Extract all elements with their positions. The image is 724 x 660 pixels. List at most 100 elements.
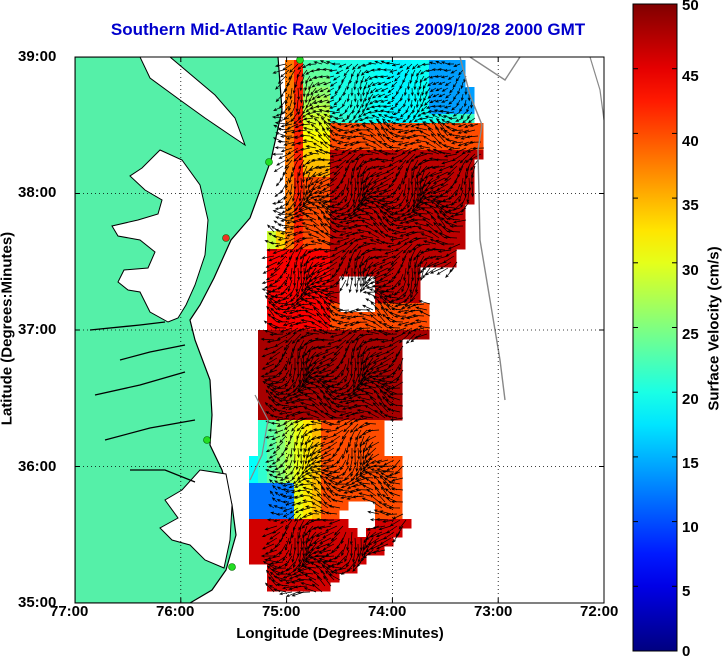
velocity-arrow — [338, 81, 344, 89]
velocity-cell — [420, 222, 430, 232]
velocity-arrow — [366, 429, 380, 433]
velocity-arrow — [378, 189, 392, 195]
velocity-arrow — [394, 327, 407, 333]
velocity-cell — [420, 105, 430, 115]
velocity-arrow — [359, 279, 365, 293]
velocity-arrow — [269, 543, 281, 552]
velocity-arrow — [318, 525, 332, 530]
velocity-cell — [357, 132, 367, 142]
velocity-arrow — [323, 321, 335, 329]
velocity-cell — [294, 348, 304, 358]
velocity-arrow — [405, 189, 410, 204]
velocity-arrow — [364, 357, 374, 369]
velocity-arrow — [323, 93, 332, 98]
velocity-cell — [393, 321, 403, 331]
velocity-cell — [339, 312, 349, 322]
velocity-arrow — [264, 402, 275, 413]
velocity-arrow — [378, 320, 389, 329]
velocity-arrow — [390, 297, 404, 302]
colorbar-tick-label: 35 — [682, 197, 699, 214]
velocity-arrow — [344, 159, 353, 172]
velocity-arrow — [363, 453, 368, 466]
velocity-arrow — [291, 423, 299, 432]
velocity-arrow — [292, 555, 299, 569]
velocity-arrow — [460, 177, 464, 192]
velocity-arrow — [390, 127, 404, 131]
velocity-cell — [294, 465, 304, 475]
velocity-arrow — [339, 279, 347, 292]
velocity-arrow — [384, 249, 398, 255]
velocity-cell — [375, 357, 385, 367]
velocity-arrow — [317, 345, 332, 350]
velocity-cell — [339, 123, 349, 133]
velocity-cell — [294, 231, 304, 241]
velocity-cell — [438, 114, 448, 124]
velocity-arrow — [331, 62, 341, 66]
velocity-arrow — [320, 471, 332, 479]
velocity-arrow — [418, 145, 431, 149]
velocity-cell — [447, 123, 457, 133]
velocity-arrow — [343, 141, 356, 147]
velocity-arrow — [325, 75, 335, 79]
velocity-arrow — [340, 567, 353, 575]
velocity-cell — [420, 141, 430, 151]
velocity-arrow — [274, 63, 287, 68]
velocity-cell — [321, 60, 331, 70]
velocity-arrow — [388, 491, 401, 497]
velocity-arrow — [406, 261, 410, 276]
velocity-arrow — [359, 381, 374, 386]
velocity-cell — [303, 87, 313, 97]
velocity-arrow — [438, 93, 446, 98]
velocity-cell — [276, 249, 286, 259]
velocity-arrow — [367, 357, 380, 366]
velocity-cell — [366, 132, 376, 142]
velocity-arrow — [367, 110, 377, 114]
velocity-arrow — [409, 321, 422, 326]
velocity-arrow — [319, 453, 332, 459]
velocity-arrow — [356, 216, 371, 221]
velocity-cell — [429, 231, 439, 241]
velocity-arrow — [343, 423, 353, 433]
velocity-arrow — [374, 306, 383, 317]
velocity-cell — [348, 411, 358, 421]
velocity-cell — [339, 456, 349, 466]
velocity-arrow — [291, 189, 296, 202]
velocity-arrow — [359, 357, 363, 372]
velocity-arrow — [394, 99, 401, 107]
velocity-cell — [330, 501, 340, 511]
velocity-cell — [312, 240, 322, 250]
velocity-arrow — [372, 177, 386, 184]
velocity-cell — [312, 231, 322, 241]
velocity-arrow — [330, 221, 344, 227]
velocity-arrow — [406, 135, 419, 140]
velocity-cell — [465, 114, 475, 124]
velocity-cell — [339, 213, 349, 223]
velocity-cell — [357, 123, 367, 133]
velocity-arrow — [355, 477, 368, 483]
velocity-arrow — [294, 309, 308, 313]
velocity-arrow — [455, 147, 467, 154]
velocity-cell — [375, 231, 385, 241]
velocity-arrow — [405, 219, 419, 224]
velocity-arrow — [412, 111, 419, 119]
velocity-cell — [411, 258, 421, 268]
velocity-arrow — [431, 165, 446, 170]
velocity-cell — [321, 159, 331, 169]
velocity-arrow — [420, 233, 434, 239]
velocity-arrow — [275, 512, 284, 516]
velocity-cell — [321, 537, 331, 547]
velocity-arrow — [352, 561, 362, 572]
velocity-cell — [303, 231, 313, 241]
velocity-arrow — [352, 63, 359, 71]
velocity-cell — [393, 303, 403, 313]
velocity-arrow — [457, 87, 461, 96]
velocity-arrow — [371, 369, 386, 374]
velocity-arrow — [412, 147, 425, 152]
velocity-arrow — [360, 475, 374, 479]
velocity-arrow — [327, 159, 341, 165]
velocity-arrow — [300, 537, 304, 552]
velocity-arrow — [423, 123, 434, 131]
velocity-cell — [285, 348, 295, 358]
velocity-cell — [312, 186, 322, 196]
velocity-arrow — [293, 117, 302, 125]
